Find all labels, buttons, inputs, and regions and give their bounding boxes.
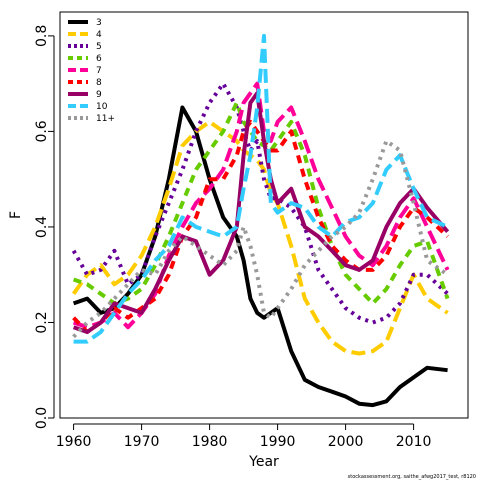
series-line-1	[72, 105, 448, 408]
x-tick-label: 2000	[328, 434, 364, 450]
y-axis-title: F	[8, 211, 24, 219]
y-tick-label: 0.4	[34, 216, 50, 238]
series-line-3	[71, 81, 449, 325]
x-tick-label: 1960	[56, 434, 92, 450]
legend-label-8: 10	[96, 102, 108, 112]
series-layer	[71, 33, 450, 408]
legend-label-7: 9	[96, 90, 102, 100]
y-tick-label: 0.6	[34, 120, 50, 142]
x-tick-label: 1980	[192, 434, 228, 450]
y-tick-label: 0.2	[34, 311, 50, 333]
series-line-2	[71, 119, 449, 356]
x-axis: 1960 1970 1980 1990 2000 2010	[56, 423, 432, 450]
legend-label-5: 7	[96, 66, 102, 76]
series-line-8	[73, 33, 449, 344]
legend-label-1: 3	[96, 18, 102, 28]
y-tick-label: 0.8	[34, 25, 50, 47]
legend-label-9: 11+	[96, 114, 115, 124]
x-tick-label: 1990	[260, 434, 296, 450]
legend-label-2: 4	[96, 30, 102, 40]
footnote: stockassessment.org, saithe_afwg2017_tes…	[348, 474, 476, 480]
x-tick-label: 2010	[396, 434, 432, 450]
x-tick-label: 1970	[124, 434, 160, 450]
legend: 3 4 5 6 7 8 9 10 11+	[68, 18, 115, 124]
y-tick-label: 0.0	[34, 407, 50, 429]
legend-label-4: 6	[96, 54, 102, 64]
x-axis-title: Year	[248, 454, 279, 470]
series-line-6	[72, 119, 449, 334]
y-axis: 0.0 0.2 0.4 0.6 0.8	[34, 25, 55, 429]
legend-label-6: 8	[96, 78, 102, 88]
legend-label-3: 5	[96, 42, 102, 52]
